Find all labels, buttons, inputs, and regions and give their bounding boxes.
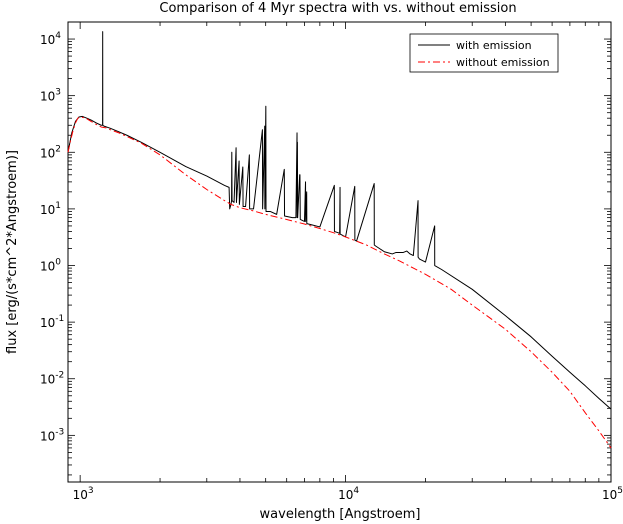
y-tick-label: 10-2 (40, 371, 64, 387)
y-tick-label: 10-3 (40, 427, 64, 443)
y-tick-label: 102 (40, 144, 61, 160)
legend-label-with-emission: with emission (456, 39, 532, 52)
legend: with emission without emission (409, 33, 559, 73)
chart-title: Comparison of 4 Myr spectra with vs. wit… (159, 1, 516, 16)
y-axis-label: flux [erg/(s*cm^2*Angstroem)] (5, 150, 20, 354)
series-layer (67, 31, 612, 449)
y-tick-label: 103 (40, 88, 61, 104)
y-tick-label: 10-1 (40, 314, 64, 330)
x-tick-label: 104 (338, 486, 359, 502)
x-tick-label: 103 (73, 486, 94, 502)
ticks-layer: 103 104 105 104 103 102 101 100 10-1 10-2 10-3 (40, 21, 623, 502)
y-tick-label: 100 (40, 258, 61, 274)
x-tick-label: 105 (602, 486, 623, 502)
legend-box (409, 33, 559, 73)
y-tick-label: 101 (40, 201, 61, 217)
series-line-with-emission (67, 31, 612, 410)
y-tick-label: 104 (40, 31, 61, 47)
plot-frame (67, 21, 612, 483)
x-axis-label: wavelength [Angstroem] (260, 507, 421, 522)
legend-label-without-emission: without emission (456, 56, 550, 69)
series-line-without-emission (67, 116, 612, 449)
